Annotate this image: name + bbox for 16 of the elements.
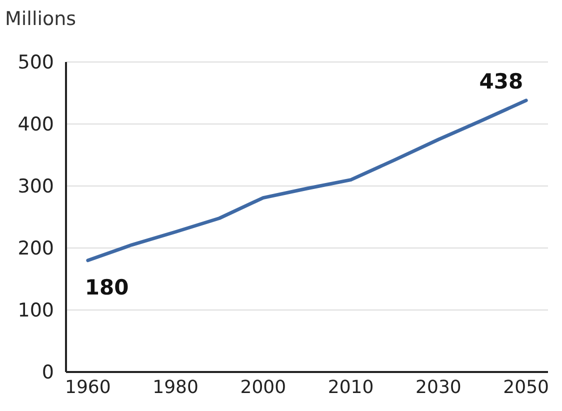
x-tick-label: 1980 xyxy=(152,376,198,398)
data-label: 180 xyxy=(84,275,129,300)
x-tick-label: 2000 xyxy=(240,376,286,398)
y-tick-label: 0 xyxy=(42,362,54,384)
y-tick-label: 400 xyxy=(18,114,54,136)
x-tick-label: 2050 xyxy=(503,376,549,398)
data-label: 438 xyxy=(479,69,524,94)
y-tick-label: 500 xyxy=(18,52,54,74)
y-tick-label: 300 xyxy=(18,176,54,198)
y-axis-title: Millions xyxy=(5,8,76,30)
x-tick-label: 2030 xyxy=(416,376,462,398)
line-series xyxy=(86,98,528,262)
y-tick-label: 100 xyxy=(18,300,54,322)
x-tick-label: 2010 xyxy=(328,376,374,398)
y-tick-label: 200 xyxy=(18,238,54,260)
x-tick-label: 1960 xyxy=(65,376,111,398)
